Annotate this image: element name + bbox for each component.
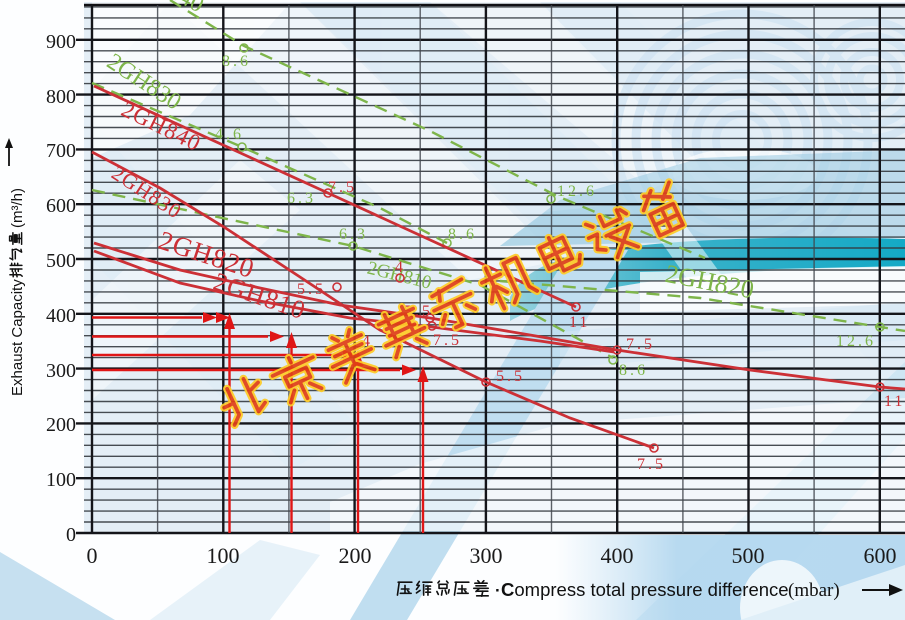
svg-text:100: 100 [207, 543, 240, 568]
svg-text:400: 400 [46, 305, 76, 327]
svg-text:4: 4 [362, 333, 373, 350]
svg-text:12.6: 12.6 [557, 183, 597, 200]
svg-text:300: 300 [470, 543, 503, 568]
svg-text:5.5: 5.5 [496, 368, 525, 385]
svg-text:700: 700 [46, 140, 76, 162]
svg-text:800: 800 [46, 86, 76, 108]
svg-text:100: 100 [46, 469, 76, 491]
svg-text:(m³/h): (m³/h) [9, 188, 26, 228]
svg-text:0: 0 [87, 543, 98, 568]
svg-text:12.6: 12.6 [836, 333, 876, 350]
svg-text:11: 11 [884, 393, 905, 410]
svg-text:6.3: 6.3 [287, 190, 316, 207]
svg-text:Exhaust Capacity: Exhaust Capacity [9, 279, 26, 396]
svg-text:6.3: 6.3 [339, 226, 368, 243]
svg-text:0: 0 [66, 524, 76, 546]
svg-text:200: 200 [339, 543, 372, 568]
svg-text:5.5: 5.5 [297, 281, 326, 298]
svg-text:400: 400 [601, 543, 634, 568]
svg-text:500: 500 [46, 250, 76, 272]
svg-text:4.6: 4.6 [215, 126, 244, 143]
svg-text:7.5: 7.5 [626, 336, 655, 353]
svg-text:300: 300 [46, 360, 76, 382]
svg-text:Compress total pressure differ: Compress total pressure difference [501, 579, 789, 600]
svg-text:7.5: 7.5 [433, 332, 462, 349]
svg-text:7.5: 7.5 [637, 456, 666, 473]
svg-text:(mbar): (mbar) [788, 580, 840, 601]
svg-text:7.5: 7.5 [328, 179, 357, 196]
svg-text:11: 11 [569, 314, 590, 331]
svg-text:8.6: 8.6 [619, 362, 648, 379]
svg-text:900: 900 [46, 31, 76, 53]
svg-text:600: 600 [46, 195, 76, 217]
svg-text:600: 600 [864, 543, 897, 568]
svg-text:4: 4 [395, 259, 406, 276]
svg-text:200: 200 [46, 414, 76, 436]
svg-text:500: 500 [732, 543, 765, 568]
svg-text:8.6: 8.6 [222, 53, 251, 70]
svg-text:8.6: 8.6 [448, 226, 477, 243]
svg-text:·: · [495, 581, 501, 600]
